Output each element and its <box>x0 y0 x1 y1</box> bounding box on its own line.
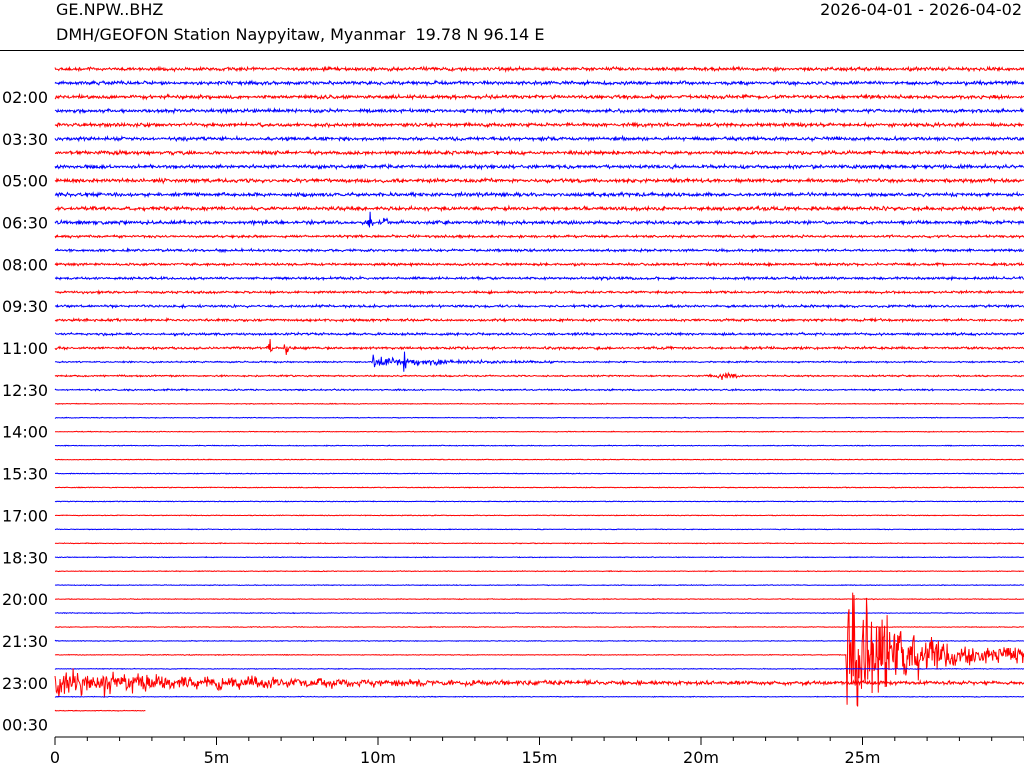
trace-32 <box>54 500 1024 503</box>
time-label: 02:00 <box>2 88 48 107</box>
trace-44 <box>54 667 1024 670</box>
time-label: 12:30 <box>2 381 48 400</box>
trace-43 <box>54 592 1024 707</box>
time-label: 18:30 <box>2 548 48 567</box>
x-axis: 0 5m 10m 15m 20m 25m <box>50 736 1024 767</box>
x-tick-label: 0 <box>50 748 60 767</box>
trace-22 <box>54 351 1024 372</box>
trace-36 <box>54 556 1024 559</box>
trace-34 <box>54 528 1024 531</box>
trace-7 <box>54 148 1024 157</box>
trace-15 <box>54 261 1024 268</box>
trace-28 <box>54 444 1024 447</box>
time-label-group: 02:00 03:30 05:00 06:30 08:00 09:30 11:00 12:30… <box>2 88 48 735</box>
x-tick-label: 25m <box>845 748 881 767</box>
trace-47 <box>54 709 146 712</box>
trace-9 <box>54 176 1024 185</box>
trace-38 <box>54 583 1024 587</box>
time-label: 15:30 <box>2 465 48 484</box>
trace-40 <box>54 611 1024 615</box>
time-label: 03:30 <box>2 130 48 149</box>
trace-1 <box>54 65 1024 73</box>
trace-12 <box>54 211 1024 228</box>
time-label: 05:00 <box>2 172 48 191</box>
trace-37 <box>54 570 1024 573</box>
time-label: 21:30 <box>2 632 48 651</box>
time-label: 14:00 <box>2 423 48 442</box>
trace-16 <box>54 275 1024 282</box>
trace-33 <box>54 514 1024 517</box>
time-label: 11:00 <box>2 339 48 358</box>
trace-35 <box>54 542 1024 545</box>
trace-2 <box>54 79 1024 87</box>
time-label: 00:30 <box>2 716 48 735</box>
trace-31 <box>54 486 1024 489</box>
x-tick-label: 10m <box>360 748 396 767</box>
station-description: DMH/GEOFON Station Naypyitaw, Myanmar 19… <box>56 25 545 44</box>
trace-29 <box>54 458 1024 461</box>
time-label: 09:30 <box>2 297 48 316</box>
time-label: 08:00 <box>2 255 48 274</box>
trace-13 <box>54 233 1024 240</box>
station-code: GE.NPW..BHZ <box>56 0 164 19</box>
trace-group <box>54 65 1024 712</box>
trace-25 <box>54 402 1024 405</box>
time-label: 20:00 <box>2 590 48 609</box>
trace-27 <box>55 430 1024 433</box>
time-label: 23:00 <box>2 674 48 693</box>
date-range: 2026-04-01 - 2026-04-02 <box>820 0 1022 19</box>
trace-45 <box>54 668 1024 698</box>
trace-39 <box>55 597 1024 601</box>
trace-20 <box>55 331 1024 337</box>
trace-24 <box>54 387 1024 392</box>
x-tick-label: 5m <box>204 748 230 767</box>
x-tick-label: 20m <box>683 748 719 767</box>
trace-6 <box>54 134 1024 143</box>
trace-17 <box>54 288 1024 296</box>
x-tick-label: 15m <box>522 748 558 767</box>
trace-11 <box>54 204 1024 213</box>
trace-10 <box>54 190 1024 199</box>
trace-3 <box>54 92 1024 101</box>
trace-23 <box>54 371 1024 380</box>
trace-8 <box>54 162 1024 171</box>
trace-19 <box>54 316 1024 324</box>
trace-46 <box>54 695 1024 698</box>
trace-21 <box>54 339 1024 355</box>
trace-5 <box>54 120 1024 129</box>
trace-26 <box>54 416 1024 419</box>
trace-4 <box>54 107 1024 115</box>
time-label: 06:30 <box>2 213 48 232</box>
trace-14 <box>54 247 1024 254</box>
trace-18 <box>54 303 1024 310</box>
trace-30 <box>55 472 1024 475</box>
time-label: 17:00 <box>2 506 48 525</box>
